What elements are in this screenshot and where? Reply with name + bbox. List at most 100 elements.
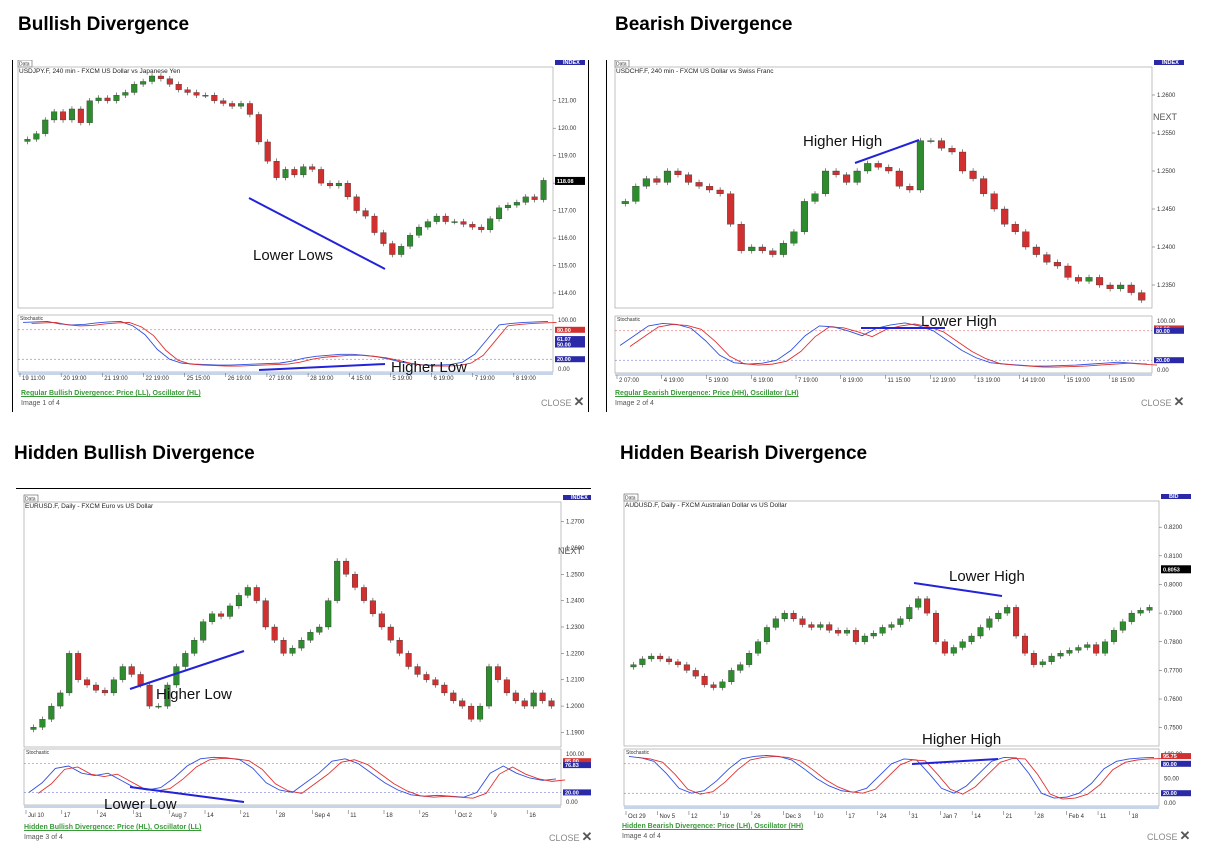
price-tick-label: 0.7500 — [1164, 726, 1183, 732]
osc-badge-label: 95.75 — [1163, 754, 1177, 760]
candle — [209, 613, 216, 622]
close-button[interactable]: CLOSE ✕ — [1141, 394, 1185, 409]
osc-badge-label: 80.00 — [557, 328, 571, 334]
osc-tick-label: 100.00 — [558, 318, 577, 324]
price-trendline — [248, 197, 386, 270]
x-tick-label: 21 — [1006, 814, 1013, 820]
candle — [811, 193, 819, 202]
candle — [352, 574, 359, 588]
chart-caption[interactable]: Hidden Bearish Divergence: Price (LH), O… — [622, 823, 804, 830]
chart-caption[interactable]: Regular Bullish Divergence: Price (LL), … — [21, 390, 201, 397]
index-tag: INDEX — [1162, 60, 1179, 66]
candle — [39, 719, 46, 728]
candle — [906, 186, 914, 191]
candle — [246, 103, 253, 115]
chart-caption[interactable]: Regular Bearish Divergence: Price (HH), … — [615, 390, 799, 397]
price-frame — [23, 501, 562, 748]
candle — [531, 196, 538, 200]
candle — [642, 178, 650, 187]
price-frame — [17, 66, 554, 309]
candle — [1117, 284, 1125, 289]
candle — [701, 675, 708, 685]
candle — [235, 595, 242, 607]
osc-badge — [563, 789, 591, 796]
price-tick-label: 1.2000 — [566, 704, 585, 710]
candle — [468, 705, 475, 720]
candle — [104, 97, 111, 101]
candle — [280, 640, 287, 654]
x-tick-label: 6 19:00 — [753, 378, 774, 384]
candle — [84, 679, 91, 686]
candle — [166, 78, 173, 85]
candle — [1048, 655, 1055, 662]
candle — [885, 167, 893, 172]
image-index: Image 3 of 4 — [24, 834, 63, 841]
candle — [1021, 635, 1028, 654]
candle — [131, 84, 138, 93]
close-button[interactable]: CLOSE ✕ — [549, 829, 593, 844]
osc-badge — [563, 758, 591, 765]
price-tick-label: 1.2100 — [566, 678, 585, 684]
candle — [405, 653, 412, 667]
x-tick-label: 12 — [691, 814, 698, 820]
candle — [387, 626, 394, 641]
candle — [191, 640, 198, 654]
candle — [149, 75, 156, 82]
candle — [238, 103, 245, 107]
close-button[interactable]: CLOSE ✕ — [1147, 828, 1191, 843]
close-button[interactable]: CLOSE ✕ — [541, 394, 585, 409]
close-icon: ✕ — [581, 829, 593, 844]
candle — [220, 100, 227, 104]
candle — [769, 250, 777, 255]
candle — [407, 235, 414, 247]
candle — [1138, 292, 1146, 301]
x-tick-label: 12 19:00 — [932, 378, 956, 384]
candle — [226, 605, 233, 617]
chart-caption[interactable]: Hidden Bullish Divergence: Price (HL), O… — [24, 824, 202, 831]
candle — [948, 148, 956, 153]
osc-label: Stochastic — [26, 750, 50, 756]
x-tick-label: 6 19:00 — [434, 376, 455, 382]
candle — [835, 630, 842, 634]
candle — [1085, 277, 1093, 282]
candle — [969, 170, 977, 179]
x-tick-label: 10 — [817, 814, 824, 820]
candle — [271, 626, 278, 641]
close-icon: ✕ — [1173, 394, 1185, 409]
candle — [822, 170, 830, 194]
x-tick-label: 11 15:00 — [888, 378, 912, 384]
osc-label: Stochastic — [20, 316, 44, 322]
candle — [460, 221, 467, 225]
candle — [1106, 284, 1114, 289]
candle — [496, 207, 503, 219]
candle — [888, 624, 895, 628]
osc-badge — [1154, 327, 1184, 334]
candle — [695, 182, 703, 187]
image-index: Image 1 of 4 — [21, 400, 60, 407]
osc-badge-label: 76.83 — [565, 763, 579, 769]
candle — [1110, 630, 1117, 642]
candle — [826, 624, 833, 631]
price-tick-label: 1.2600 — [1157, 93, 1176, 99]
candle — [924, 598, 931, 614]
x-tick-label: 28 19:00 — [310, 376, 334, 382]
x-tick-label: 13 19:00 — [977, 378, 1001, 384]
candle — [755, 641, 762, 654]
last-price-label: 0.8053 — [1163, 567, 1180, 573]
candle — [968, 635, 975, 642]
next-button[interactable]: NEXT — [1153, 112, 1178, 122]
candle — [772, 618, 779, 628]
candle — [737, 224, 745, 251]
osc-badge — [555, 341, 585, 348]
candle — [119, 666, 126, 680]
x-tick-label: 26 — [754, 814, 761, 820]
image-index: Image 2 of 4 — [615, 400, 654, 407]
candle — [244, 587, 251, 596]
price-tick-label: 1.2550 — [1157, 131, 1176, 137]
candle — [1053, 262, 1061, 267]
panel-title-bearish: Bearish Divergence — [615, 14, 793, 35]
next-button[interactable]: NEXT — [558, 546, 583, 556]
candle — [916, 140, 924, 191]
